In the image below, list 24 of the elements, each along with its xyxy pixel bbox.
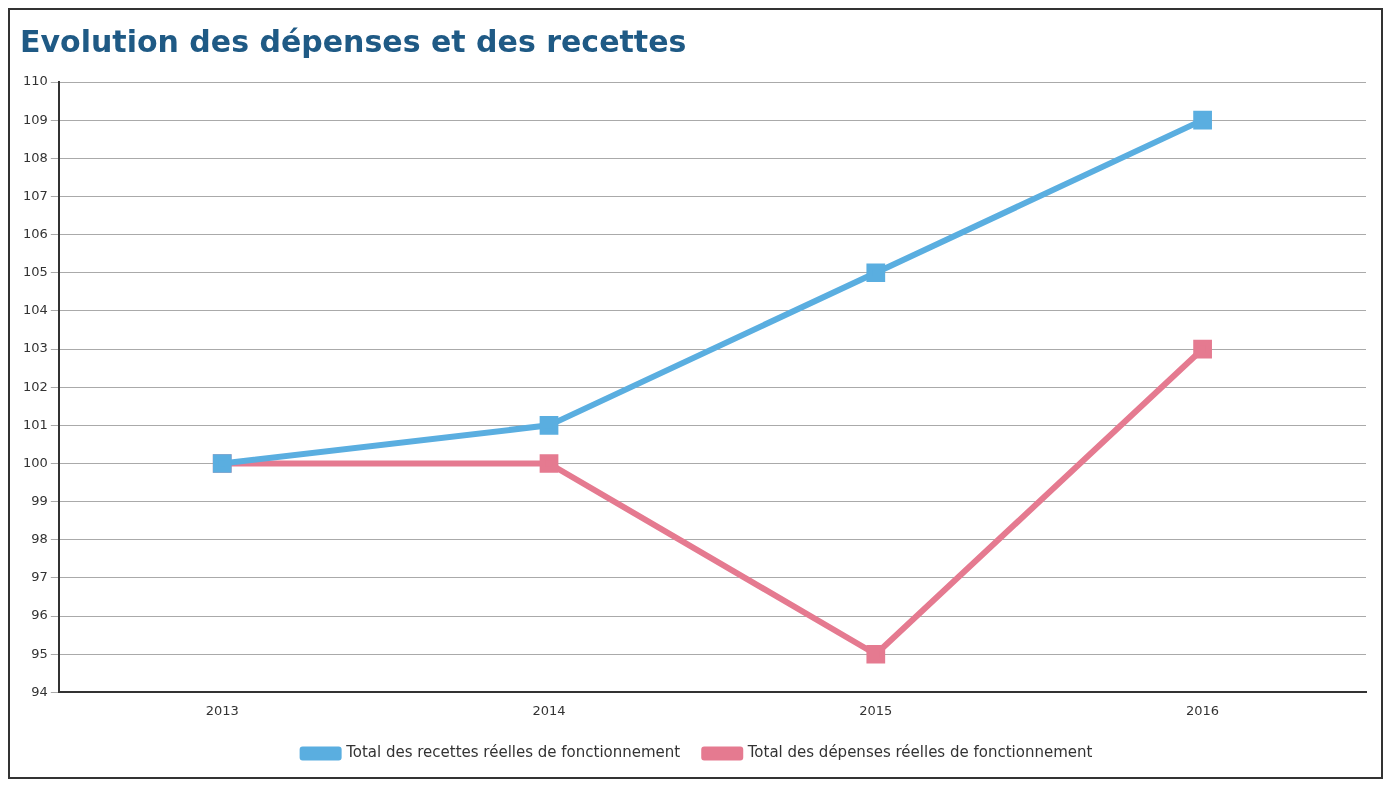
y-tick-label: 97 [31,569,48,585]
y-tick-label: 103 [22,340,48,356]
y-tick-label: 98 [31,531,48,547]
x-tick-label: 2015 [859,702,893,718]
y-tick-label: 107 [22,187,48,203]
y-tick-label: 94 [31,683,48,699]
y-tick-label: 105 [22,264,48,280]
y-tick-label: 95 [31,645,48,661]
legend-label: Total des recettes réelles de fonctionnement [345,743,681,762]
y-tick-label: 106 [22,225,48,241]
legend-label: Total des dépenses réelles de fonctionnement [746,743,1093,762]
y-tick-label: 101 [22,416,48,432]
y-tick-label: 108 [22,149,48,165]
x-tick-label: 2014 [532,702,566,718]
chart-title: Evolution des dépenses et des recettes [20,23,687,59]
y-tick-label: 96 [31,607,48,623]
y-tick-label: 99 [31,493,48,509]
y-tick-label: 110 [22,73,48,89]
y-tick-label: 100 [22,454,48,470]
x-tick-label: 2016 [1186,702,1220,718]
y-tick-label: 102 [22,378,48,394]
y-tick-label: 109 [22,111,48,127]
x-tick-label: 2013 [205,702,239,718]
y-tick-label: 104 [22,302,48,318]
